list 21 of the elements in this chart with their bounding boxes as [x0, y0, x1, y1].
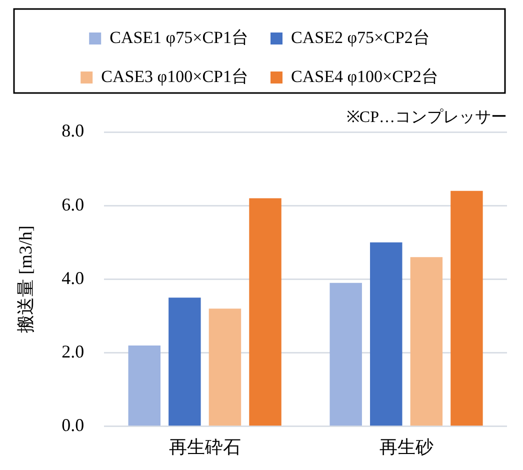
bar: [370, 242, 402, 426]
bar: [168, 298, 201, 426]
y-tick-label: 4.0: [62, 268, 84, 288]
legend-label: CASE4 φ100×CP2台: [291, 66, 438, 86]
x-tick-label: 再生砂: [379, 436, 434, 457]
legend-label: CASE2 φ75×CP2台: [291, 28, 430, 47]
y-tick-label: 0.0: [62, 415, 84, 436]
text: ※CP…コンプレッサー: [346, 108, 507, 126]
bar: [450, 190, 483, 426]
bar: [128, 345, 161, 426]
y-tick-label: 2.0: [62, 342, 84, 362]
bar: [249, 198, 282, 426]
bar: [410, 257, 443, 426]
x-tick-label: 再生砕石: [168, 436, 241, 457]
bar: [208, 308, 242, 426]
bar: [330, 282, 362, 426]
legend-label: CASE1 φ75×CP1台: [110, 28, 249, 47]
y-axis-title: 搬送量 [m3/h]: [16, 225, 36, 333]
y-tick-label: 8.0: [62, 120, 84, 141]
legend-label: CASE3 φ100×CP1台: [101, 66, 249, 86]
y-tick-label: 6.0: [62, 194, 84, 214]
